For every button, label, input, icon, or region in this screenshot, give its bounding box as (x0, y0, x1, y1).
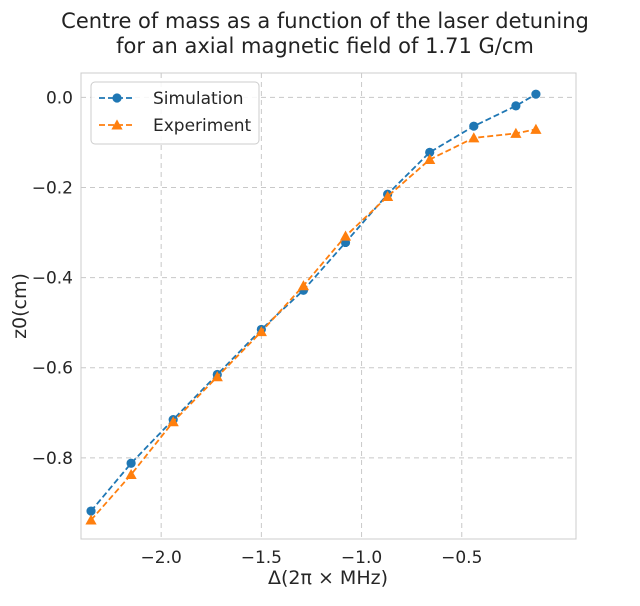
x-tick-label: −0.5 (441, 548, 482, 568)
experiment-point (85, 514, 97, 525)
simulation-point (511, 101, 521, 111)
plot-frame (80, 72, 577, 540)
series-experiment (85, 123, 542, 525)
y-axis-ticks: 0.0 −0.2 −0.4 −0.6 −0.8 (32, 88, 73, 469)
simulation-point (531, 89, 541, 99)
legend-label-simulation: Simulation (153, 89, 244, 109)
chart-title-line-1: Centre of mass as a function of the lase… (61, 9, 589, 33)
legend-label-experiment: Experiment (153, 116, 252, 136)
simulation-point (86, 506, 96, 516)
experiment-point (255, 326, 267, 337)
experiment-point (167, 416, 179, 427)
plot-series (85, 89, 542, 525)
series-simulation (86, 89, 541, 516)
legend-marker-simulation (112, 93, 122, 103)
y-axis-label: z0(cm) (9, 273, 31, 339)
experiment-point (297, 280, 310, 291)
legend-box (90, 81, 260, 145)
legend-marker-experiment (111, 119, 123, 130)
y-tick-label: −0.6 (32, 359, 73, 379)
x-tick-label: −1.0 (341, 548, 382, 568)
experiment-point (530, 123, 542, 134)
grid (81, 73, 576, 539)
x-axis-label: Δ(2π × MHz) (268, 567, 388, 589)
y-tick-label: 0.0 (46, 88, 73, 108)
experiment-line (90, 128, 537, 521)
experiment-point (510, 127, 522, 138)
simulation-point (126, 458, 136, 468)
legend: Simulation Experiment (90, 81, 260, 145)
x-tick-label: −2.0 (141, 548, 182, 568)
x-axis-ticks: −2.0 −1.5 −1.0 −0.5 (141, 548, 483, 568)
experiment-point (339, 230, 352, 241)
chart-title-line-2: for an axial magnetic field of 1.71 G/cm (116, 34, 534, 58)
x-tick-label: −1.5 (241, 548, 282, 568)
simulation-point (469, 121, 479, 131)
simulation-line (90, 93, 537, 512)
simulation-point (425, 147, 435, 157)
experiment-point (468, 132, 480, 143)
experiment-point (382, 190, 394, 201)
y-tick-label: −0.8 (32, 449, 73, 469)
y-tick-label: −0.4 (32, 269, 73, 289)
experiment-point (211, 371, 223, 382)
y-tick-label: −0.2 (32, 178, 73, 198)
experiment-point (125, 468, 137, 480)
experiment-point (424, 153, 436, 165)
